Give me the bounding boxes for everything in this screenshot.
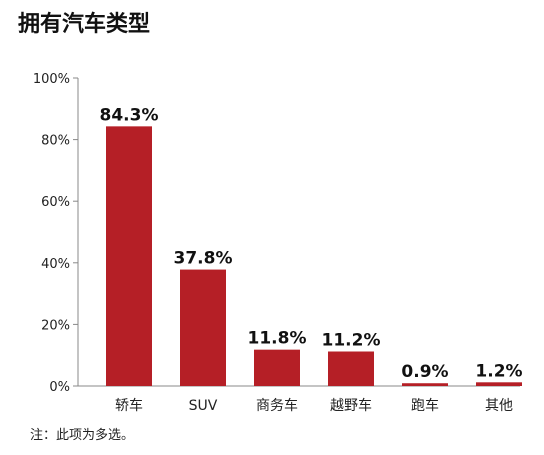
- bars: [106, 126, 522, 386]
- bar: [402, 383, 448, 386]
- bar: [106, 126, 152, 386]
- category-label: 商务车: [256, 397, 298, 414]
- data-label: 0.9%: [401, 362, 448, 382]
- data-label: 84.3%: [100, 105, 159, 125]
- data-label: 11.8%: [248, 329, 307, 349]
- y-tick-label: 80%: [41, 134, 70, 149]
- bar: [476, 382, 522, 386]
- data-label: 37.8%: [174, 249, 233, 269]
- category-label: SUV: [189, 398, 218, 414]
- y-tick-label: 40%: [41, 257, 70, 272]
- y-tick-label: 20%: [41, 318, 70, 333]
- y-tick-label: 60%: [41, 195, 70, 210]
- category-label: 跑车: [411, 397, 439, 414]
- data-label: 1.2%: [475, 361, 522, 381]
- y-tick-label: 0%: [49, 380, 70, 395]
- footnote: 注：此项为多选。: [30, 428, 135, 443]
- bar: [254, 349, 300, 386]
- category-label: 越野车: [330, 397, 372, 414]
- bar: [328, 351, 374, 386]
- labels: 84.3% 轿车 37.8% SUV 11.8% 商务车 11.2% 越野车 0.9% 跑车 1.2…: [100, 105, 523, 414]
- y-tick-label: 100%: [33, 72, 70, 87]
- chart-title: 拥有汽车类型: [18, 12, 151, 37]
- category-label: 轿车: [115, 397, 143, 414]
- data-label: 11.2%: [322, 331, 381, 351]
- category-label: 其他: [485, 398, 513, 414]
- bar: [180, 269, 226, 386]
